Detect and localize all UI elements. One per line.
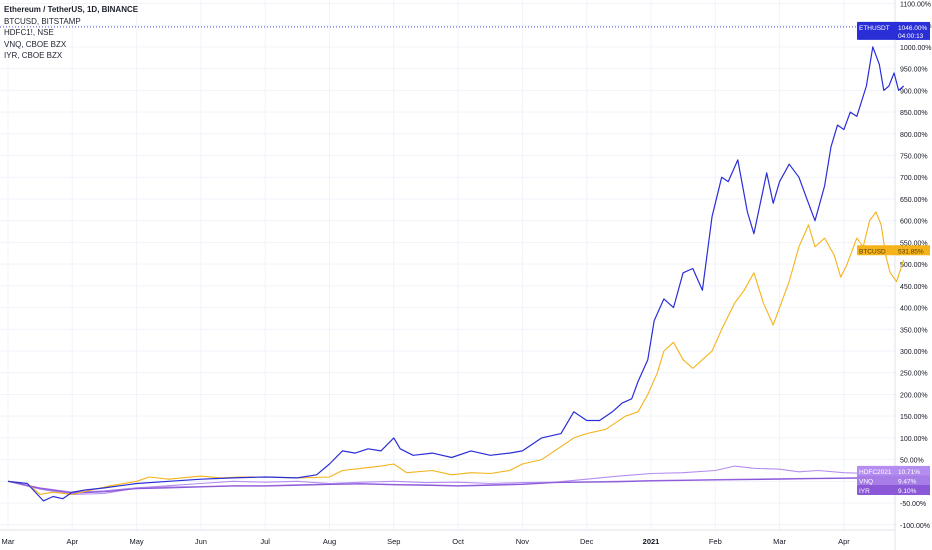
last-value-price-bg [896,475,930,486]
last-value-name: ETHUSDT [859,25,890,32]
last-value-label-iyr: IYR 9.10% [857,485,930,496]
y-tick-label: 1100.00% [900,1,931,8]
y-tick-label: 850.00% [900,110,928,117]
last-value-label-btc: BTCUSD 531.85% [857,245,930,256]
last-value-bg [857,485,900,496]
y-tick-label: 100.00% [900,436,928,443]
last-value-price-bg [896,21,930,40]
y-tick-label: 150.00% [900,414,928,421]
x-tick-label: May [130,537,144,546]
x-tick-label: Apr [66,537,78,546]
series-line-iyr [7,476,904,494]
last-value-label-vnq: VNQ 9.47% [857,475,930,486]
last-value-name: VNQ [859,478,873,485]
last-value-name: IYR [859,488,870,495]
y-tick-label: 950.00% [900,67,928,74]
last-value-price-bg [896,465,930,476]
last-value-bg [857,21,900,40]
last-value-price: 531.85% [898,248,924,255]
last-value-label-eth: ETHUSDT 1046.00%04:00:13 [857,21,930,40]
x-tick-label: Feb [709,537,722,546]
legend-item-hdfc[interactable]: HDFC1!, NSE [4,28,54,37]
y-tick-label: 1000.00% [900,45,932,52]
last-value-bg [857,245,900,256]
x-tick-label: Mar [773,537,786,546]
series-line-eth [7,46,905,502]
x-tick-label: Nov [516,537,530,546]
last-value-label-hdfc: HDFC2021 10.71% [857,465,930,476]
x-tick-label: Jul [260,537,270,546]
series-line-btc [7,211,905,495]
last-value-price: 9.10% [898,488,917,495]
y-tick-label: 550.00% [900,240,928,247]
y-tick-label: 750.00% [900,154,928,161]
y-tick-label: 400.00% [900,306,928,313]
last-value-price: 1046.00% [898,25,927,32]
y-tick-label: 50.00% [900,458,924,465]
x-tick-label: Aug [323,537,336,546]
series-line-hdfc [7,465,904,495]
last-value-price: 10.71% [898,469,920,476]
last-value-price: 9.47% [898,478,917,485]
last-value-price-bg [896,245,930,256]
y-tick-label: 350.00% [900,327,928,334]
last-value-name: HDFC2021 [859,469,892,476]
last-value-countdown: 04:00:13 [898,33,924,40]
legend-item-btcusd[interactable]: BTCUSD, BITSTAMP [4,16,81,26]
y-tick-label: -100.00% [900,523,930,530]
last-value-bg [857,465,900,476]
y-tick-label: 900.00% [900,88,928,95]
y-tick-label: 500.00% [900,262,928,269]
y-tick-label: 300.00% [900,349,928,356]
x-tick-label: Apr [838,537,850,546]
y-tick-label: -50.00% [900,501,926,508]
x-tick-label: Dec [580,537,594,546]
last-value-price-bg [896,485,930,496]
y-tick-label: 700.00% [900,175,928,182]
y-tick-label: 600.00% [900,219,928,226]
y-tick-label: 200.00% [900,392,928,399]
x-tick-label: Oct [452,537,465,546]
legend-main-symbol[interactable]: Ethereum / TetherUS, 1D, BINANCE [4,5,139,14]
x-tick-label: Jun [195,537,207,546]
last-value-name: BTCUSD [859,248,886,255]
chart-legend: Ethereum / TetherUS, 1D, BINANCE BTCUSD,… [4,4,138,62]
legend-item-iyr[interactable]: IYR, CBOE BZX [4,51,63,60]
legend-item-vnq[interactable]: VNQ, CBOE BZX [4,39,67,49]
x-tick-label: Mar [2,537,15,546]
x-tick-label: 2021 [643,537,660,546]
x-tick-label: Sep [387,537,400,546]
y-tick-label: 450.00% [900,284,928,291]
y-tick-label: 800.00% [900,132,928,139]
y-tick-label: 650.00% [900,197,928,204]
y-tick-label: 250.00% [900,371,928,378]
last-value-bg [857,475,900,486]
